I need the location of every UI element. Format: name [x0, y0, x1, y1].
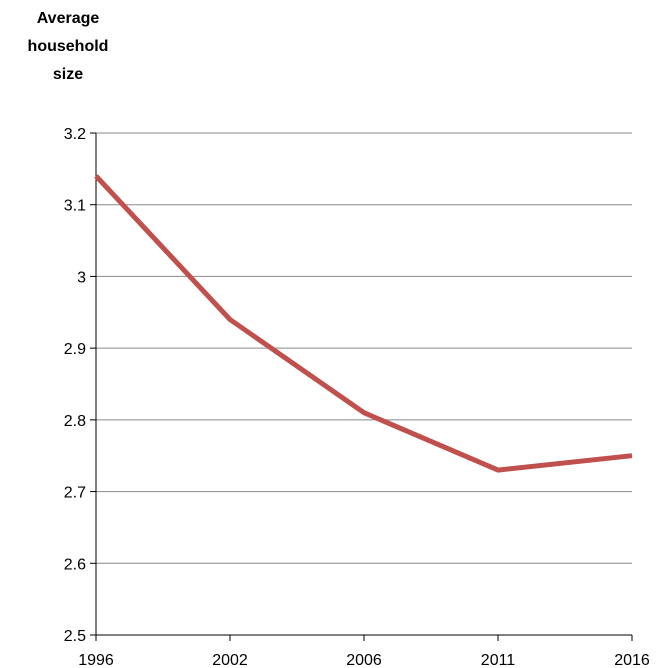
- y-tick-label: 2.6: [64, 556, 86, 573]
- y-tick-label: 2.9: [64, 341, 86, 358]
- axes: [90, 132, 633, 641]
- gridlines: [96, 132, 632, 564]
- series-line: [94, 174, 633, 473]
- y-tick-label: 3.2: [64, 126, 86, 143]
- y-tick-label: 2.5: [64, 628, 86, 645]
- y-tick-label: 3: [77, 269, 86, 286]
- x-tick-labels: 1996 2002 2006 2011 2016: [78, 652, 650, 668]
- y-tick-label: 2.7: [64, 485, 86, 502]
- x-tick-label: 2002: [212, 652, 248, 668]
- x-tick-label: 2006: [346, 652, 382, 668]
- y-tick-labels: 3.2 3.1 3 2.9 2.8 2.7 2.6 2.5: [64, 126, 86, 645]
- y-axis-label-line-1: Average: [37, 10, 100, 27]
- y-tick-label: 2.8: [64, 413, 86, 430]
- y-axis-label-line-2: household: [28, 38, 109, 55]
- x-tick-label: 1996: [78, 652, 114, 668]
- y-axis-label: Average household size: [28, 10, 109, 83]
- x-tick-label: 2011: [481, 652, 516, 668]
- x-tick-label: 2016: [614, 652, 650, 668]
- y-tick-label: 3.1: [64, 198, 86, 215]
- series-lines: [94, 174, 633, 473]
- y-axis-label-line-3: size: [53, 66, 83, 83]
